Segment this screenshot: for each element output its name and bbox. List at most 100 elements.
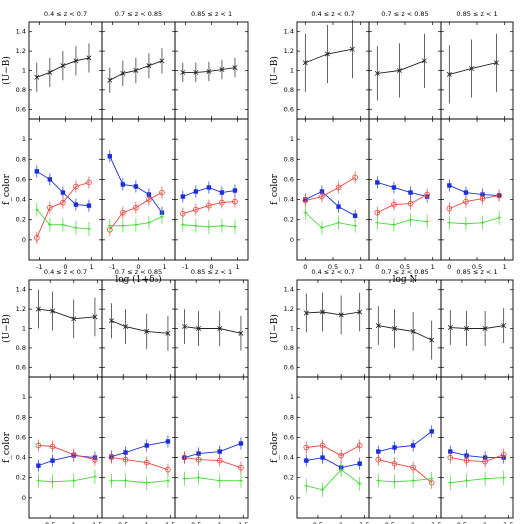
y-tick-label: 0.6 <box>284 363 294 371</box>
blue-fraction-point <box>320 455 325 460</box>
y-axis-label-bottom: f_color <box>270 431 280 463</box>
y-tick-label: 1 <box>22 67 26 75</box>
green-fraction-point <box>448 480 453 485</box>
blue-fraction-line <box>305 190 356 217</box>
ub-point <box>73 58 79 64</box>
y-tick-label: 0.6 <box>16 105 26 113</box>
ub-point <box>446 71 452 77</box>
ub-point <box>232 65 238 71</box>
green-fraction-point <box>392 479 397 484</box>
red-fraction-line <box>377 194 428 214</box>
bottom-subplot-frame <box>174 376 249 519</box>
x-tick-label: 0 <box>447 263 451 271</box>
red-fraction-point <box>193 206 199 213</box>
top-subplot-frame <box>101 21 176 120</box>
x-tick-label: -1 <box>109 263 115 271</box>
redshift-bin-label: 0.7 ≤ z < 0.85 <box>115 268 162 276</box>
ub-point <box>47 69 53 75</box>
green-fraction-point <box>304 483 309 488</box>
red-fraction-point <box>479 195 486 202</box>
y-tick-label: 0.4 <box>284 454 294 462</box>
y-tick-label: 0.4 <box>16 196 26 204</box>
x-tick-label: 0.5 <box>313 521 323 524</box>
ub-series-line <box>450 325 504 329</box>
green-fraction-line <box>38 476 96 483</box>
x-tick-label: 1.5 <box>503 521 513 524</box>
x-tick-label: 1 <box>359 263 363 271</box>
redshift-bin-label: 0.85 ≤ z < 1 <box>456 268 497 276</box>
blue-fraction-point <box>86 203 92 208</box>
ub-point <box>217 326 223 331</box>
y-tick-label: 0.6 <box>284 105 294 113</box>
red-fraction-point <box>165 466 171 473</box>
y-tick-label: 0.2 <box>284 474 294 482</box>
x-tick-label: 1 <box>339 521 343 524</box>
green-fraction-point <box>463 221 468 226</box>
y-tick-label: 0.8 <box>284 86 294 94</box>
y-tick-label: 0.6 <box>16 433 26 441</box>
blue-fraction-line <box>450 451 504 459</box>
x-tick-label: 1 <box>218 521 222 524</box>
y-tick-label: 0.8 <box>284 155 294 163</box>
green-fraction-point <box>480 220 485 225</box>
green-fraction-point <box>60 222 65 227</box>
ub-point <box>468 66 474 72</box>
redshift-bin-label: 0.4 ≤ z < 0.7 <box>311 10 354 18</box>
ub-point <box>34 74 40 80</box>
ub-point <box>108 318 114 324</box>
red-fraction-point <box>122 456 129 463</box>
y-axis-label-top: (U−B) <box>1 314 12 343</box>
red-fraction-point <box>195 456 202 463</box>
chart-top-left <box>28 21 249 261</box>
blue-fraction-point <box>352 213 358 218</box>
ub-point <box>71 316 77 322</box>
x-tick-label: 0.5 <box>385 521 395 524</box>
green-fraction-point <box>123 478 128 483</box>
green-fraction-line <box>449 217 500 225</box>
top-subplot-frame <box>296 279 370 378</box>
green-fraction-point <box>497 215 502 220</box>
y-tick-label: 1 <box>22 135 26 143</box>
y-tick-label: 0.6 <box>284 433 294 441</box>
ub-point <box>107 77 113 83</box>
red-fraction-line <box>38 445 96 461</box>
blue-fraction-point <box>123 450 128 455</box>
y-tick-label: 0.8 <box>16 86 26 94</box>
red-fraction-point <box>482 458 488 465</box>
ub-point <box>123 324 129 330</box>
red-fraction-point <box>374 209 381 216</box>
x-tick-label: 1 <box>503 263 507 271</box>
green-fraction-point <box>86 226 91 231</box>
top-subplot-frame <box>368 279 442 378</box>
bottom-subplot-frame <box>368 376 442 519</box>
x-tick-label: 0.5 <box>191 521 201 524</box>
y-tick-label: 0.4 <box>16 454 26 462</box>
ub-series-line <box>449 62 497 75</box>
ub-point <box>374 70 380 76</box>
red-fraction-point <box>391 460 398 467</box>
redshift-bin-label: 0.85 ≤ z < 1 <box>456 10 497 18</box>
ub-point <box>302 60 308 66</box>
blue-fraction-point <box>392 445 397 450</box>
redshift-bin-label: 0.7 ≤ z < 0.85 <box>115 10 162 18</box>
ub-point <box>501 323 507 329</box>
red-fraction-point <box>302 197 309 204</box>
green-fraction-point <box>206 224 211 229</box>
redshift-bin-label: 0.7 ≤ z < 0.85 <box>381 268 428 276</box>
y-tick-label: 1.2 <box>284 305 294 313</box>
ub-point <box>303 310 309 316</box>
y-axis-label-top: (U−B) <box>1 56 12 85</box>
ub-point <box>482 326 488 331</box>
redshift-bin-label: 0.85 ≤ z < 1 <box>191 10 232 18</box>
green-fraction-point <box>144 480 149 485</box>
blue-fraction-point <box>429 429 434 434</box>
green-fraction-point <box>336 220 341 225</box>
x-tick-label: 1 <box>483 521 487 524</box>
x-tick-label: -1 <box>182 263 188 271</box>
x-tick-label: 0.5 <box>328 263 338 271</box>
red-fraction-point <box>319 442 326 449</box>
green-fraction-line <box>111 480 168 484</box>
blue-fraction-point <box>410 443 416 448</box>
y-tick-label: 0.8 <box>16 413 26 421</box>
ub-point <box>349 46 355 52</box>
